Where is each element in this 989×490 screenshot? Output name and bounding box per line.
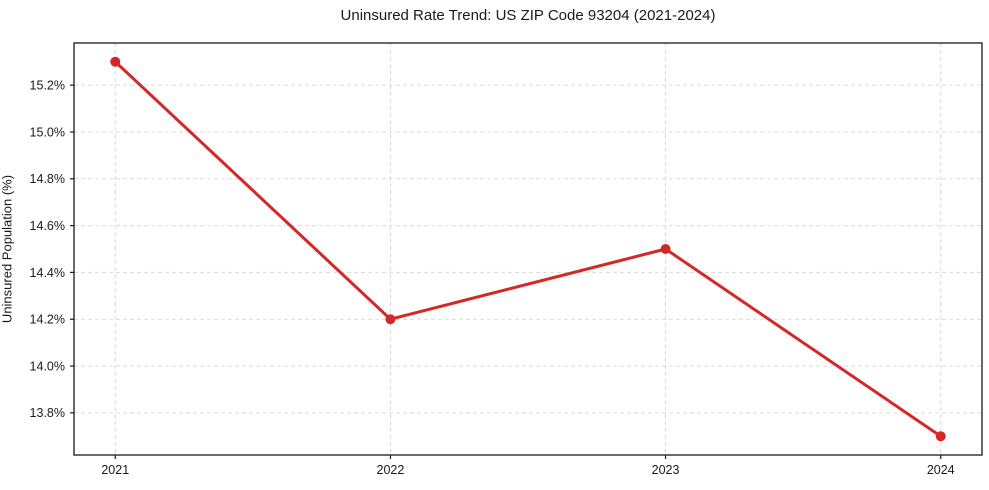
y-tick-label: 14.4% xyxy=(30,266,65,280)
y-tick-label: 14.2% xyxy=(30,313,65,327)
x-tick-label: 2021 xyxy=(101,463,129,477)
x-tick-label: 2023 xyxy=(652,463,680,477)
data-point-marker xyxy=(660,244,671,254)
data-point-marker xyxy=(110,56,121,67)
y-tick-label: 15.2% xyxy=(30,79,65,93)
x-tick-label: 2024 xyxy=(927,463,955,477)
plot-frame xyxy=(73,42,983,456)
chart-title: Uninsured Rate Trend: US ZIP Code 93204 … xyxy=(340,7,716,24)
y-tick-label: 15.0% xyxy=(30,125,65,139)
y-tick-label: 14.0% xyxy=(30,359,65,373)
data-point-marker xyxy=(385,314,396,325)
data-point-marker xyxy=(935,431,946,442)
x-tick-label: 2022 xyxy=(377,463,405,477)
y-tick-label: 14.8% xyxy=(30,172,65,186)
trend-line xyxy=(113,60,943,438)
y-tick-label: 14.6% xyxy=(30,219,65,233)
y-tick-label: 13.8% xyxy=(30,406,65,420)
